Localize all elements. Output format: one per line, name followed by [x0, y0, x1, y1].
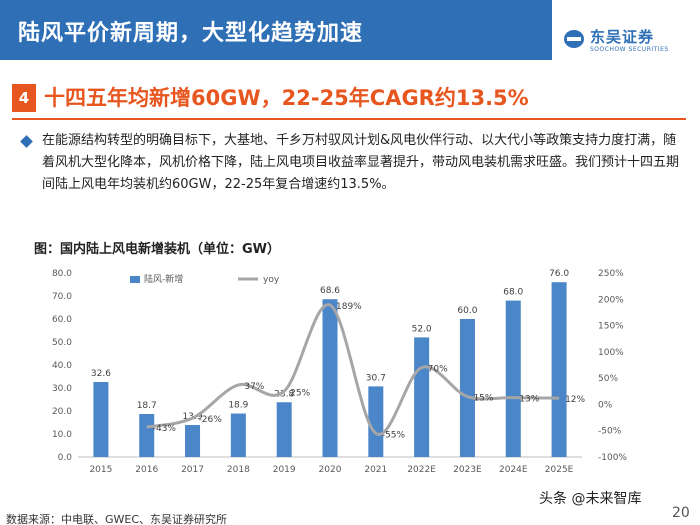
bar [139, 413, 155, 457]
yoy-data-label: 25% [290, 388, 310, 398]
bar [322, 299, 338, 457]
x-tick-label: 2017 [181, 465, 204, 475]
bar-data-label: 60.0 [457, 306, 477, 316]
y-right-tick-label: 250% [598, 269, 624, 279]
bar-data-label: 76.0 [549, 269, 569, 279]
logo-name-en: SOOCHOW SECURITIES [590, 46, 669, 53]
bar-data-label: 18.9 [228, 401, 248, 411]
x-tick-label: 2021 [364, 465, 387, 475]
y-left-tick-label: 0.0 [58, 453, 73, 463]
yoy-data-label: 37% [244, 382, 264, 392]
bar [551, 282, 567, 457]
yoy-line [146, 303, 560, 436]
bar [459, 319, 475, 457]
y-right-tick-label: 150% [598, 322, 624, 332]
y-right-tick-label: 100% [598, 348, 624, 358]
x-tick-label: 2018 [227, 465, 250, 475]
diamond-bullet-icon [20, 135, 33, 148]
bar [414, 337, 430, 457]
y-left-tick-label: 50.0 [52, 338, 72, 348]
yoy-data-label: 189% [336, 302, 362, 312]
bar [368, 386, 384, 457]
y-left-tick-label: 60.0 [52, 315, 72, 325]
x-tick-label: 2022E [407, 465, 436, 475]
y-left-tick-label: 80.0 [52, 269, 72, 279]
bullet-text: 在能源结构转型的明确目标下，大基地、千乡万村驭风计划&风电伙伴行动、以大代小等政… [42, 133, 680, 192]
y-right-tick-label: 50% [598, 374, 618, 384]
data-source: 数据来源：中电联、GWEC、东吴证券研究所 [6, 513, 228, 525]
y-right-tick-label: 200% [598, 295, 624, 305]
legend-label-bar: 陆风-新增 [144, 273, 183, 285]
section-number: 4 [12, 84, 36, 112]
bar-data-label: 32.6 [91, 369, 111, 379]
yoy-data-label: 70% [428, 365, 448, 375]
yoy-data-label: 12% [565, 395, 585, 405]
figure-title: 图：国内陆上风电新增装机（单位：GW） [34, 242, 281, 257]
x-tick-label: 2024E [499, 465, 528, 475]
x-tick-label: 2016 [135, 465, 158, 475]
bar-data-label: 68.0 [503, 288, 523, 298]
yoy-data-label: 13% [519, 395, 539, 405]
bar [185, 425, 201, 457]
x-tick-label: 2015 [89, 465, 112, 475]
header-bar: 陆风平价新周期，大型化趋势加速 [0, 0, 552, 60]
bar-data-label: 18.7 [137, 401, 157, 411]
y-left-tick-label: 30.0 [52, 384, 72, 394]
company-logo: 东吴证券 SOOCHOW SECURITIES [560, 22, 695, 60]
y-left-tick-label: 10.0 [52, 430, 72, 440]
y-right-tick-label: -50% [598, 427, 622, 437]
bar [505, 300, 521, 457]
y-left-tick-label: 20.0 [52, 407, 72, 417]
y-right-tick-label: 0% [598, 400, 613, 410]
y-left-tick-label: 70.0 [52, 292, 72, 302]
legend-label-line: yoy [263, 275, 280, 285]
chart: 0.0 10.0 20.0 30.0 40.0 50.0 60.0 70.0 80.0 -100%… [52, 269, 627, 475]
page-title: 陆风平价新周期，大型化趋势加速 [18, 21, 364, 46]
page-number: 20 [672, 505, 690, 521]
x-tick-label: 2019 [273, 465, 296, 475]
legend-swatch-bar [130, 276, 140, 283]
x-tick-label: 2023E [453, 465, 482, 475]
bar-data-label: 52.0 [412, 324, 432, 334]
logo-icon [564, 30, 584, 48]
section-divider [12, 118, 686, 120]
yoy-data-label: -55% [382, 430, 406, 440]
bar [93, 382, 109, 457]
watermark: 头条 @未来智库 [539, 491, 642, 507]
bar-data-label: 68.6 [320, 286, 340, 296]
yoy-data-label: -26% [199, 415, 223, 425]
y-right-tick-label: -100% [598, 453, 627, 463]
logo-name-cn: 东吴证券 [590, 28, 655, 46]
yoy-data-label: 15% [473, 394, 493, 404]
y-left-tick-label: 40.0 [52, 361, 72, 371]
bar-data-label: 30.7 [366, 373, 386, 383]
x-tick-label: 2020 [319, 465, 342, 475]
bar-data-label: 23.8 [274, 389, 294, 399]
section-title: 十四五年均新增60GW，22-25年CAGR约13.5% [44, 86, 529, 110]
bar [230, 413, 246, 457]
bar [276, 402, 292, 457]
yoy-data-label: -43% [153, 424, 177, 434]
x-tick-label: 2025E [545, 465, 574, 475]
